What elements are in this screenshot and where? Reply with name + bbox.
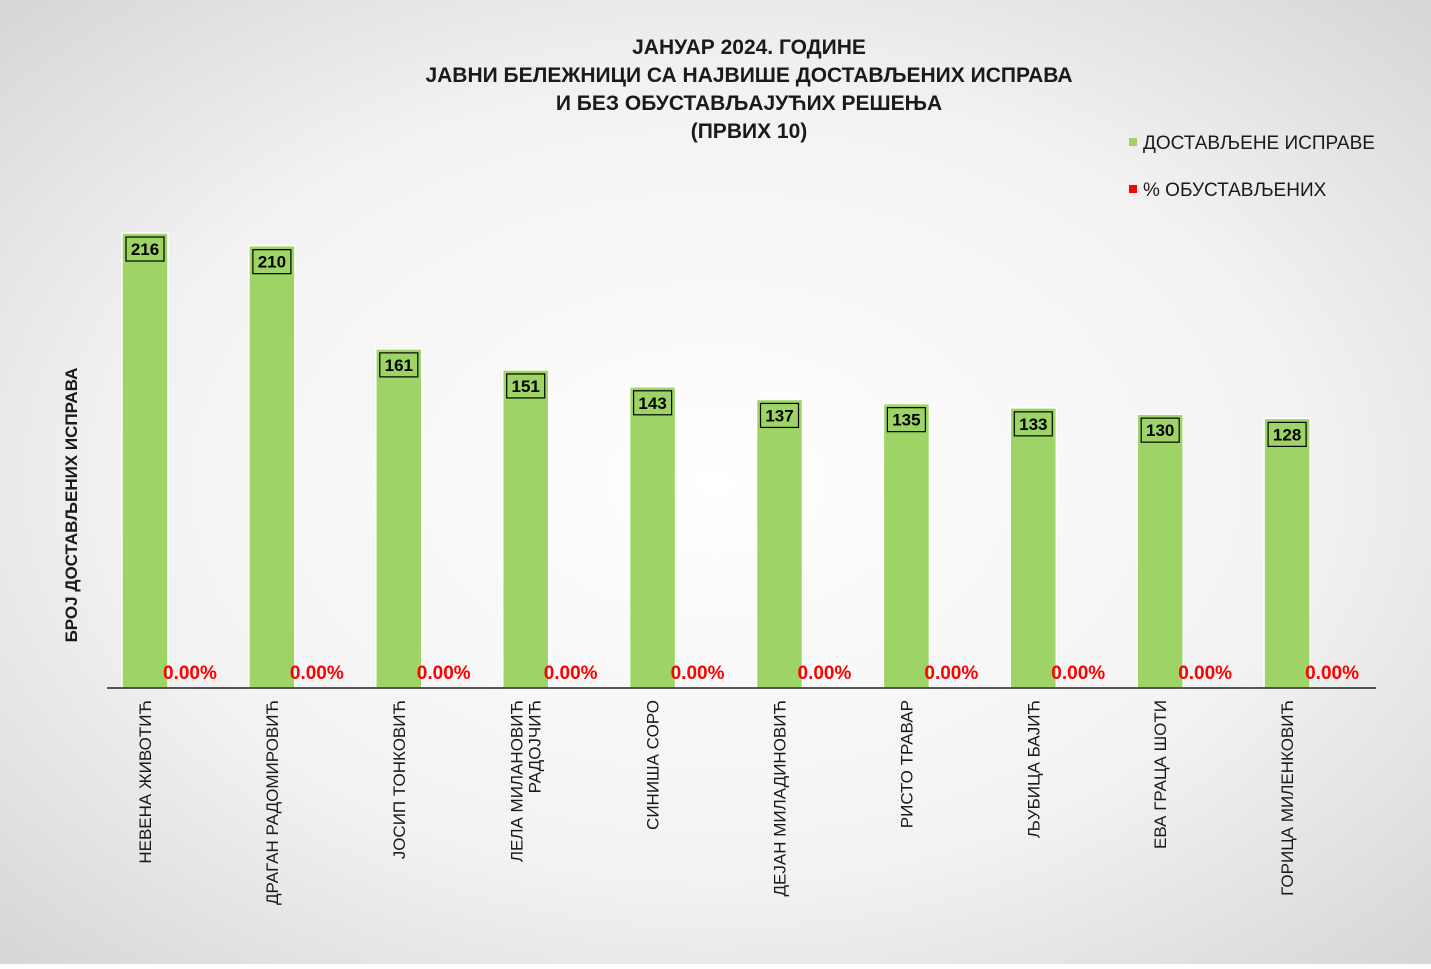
chart-title-line: ЈАНУАР 2024. ГОДИНЕ	[632, 36, 866, 59]
x-tick-label: СИНИША СОРО	[644, 700, 663, 830]
y-axis-label-group: БРОЈ ДОСТАВЉЕНИХ ИСПРАВА	[62, 368, 81, 643]
data-label: 133	[1019, 415, 1047, 434]
percent-label: 0.00%	[290, 663, 344, 684]
legend-label: % ОБУСТАВЉЕНИХ	[1143, 180, 1327, 201]
bar	[1136, 413, 1184, 689]
x-tick-label: ДЕЈАН МИЛАДИНОВИЋ	[771, 700, 790, 896]
bar	[628, 386, 677, 689]
chart-title-line: И БЕЗ ОБУСТАВЉАЈУЋИХ РЕШЕЊА	[556, 92, 942, 115]
percent-label: 0.00%	[417, 663, 471, 684]
legend-swatch	[1129, 138, 1137, 146]
x-tick-label: РАДОЈЧИЋ	[526, 700, 545, 793]
bar	[501, 369, 550, 689]
data-label-box	[1140, 417, 1180, 443]
x-tick-label: ЛЕЛА МИЛАНОВИЋ	[508, 700, 527, 862]
data-label-box	[379, 352, 419, 378]
x-tick-label: ДРАГАН РАДОМИРОВИЋ	[263, 700, 282, 905]
chart-title-line: ЈАВНИ БЕЛЕЖНИЦИ СА НАЈВИШЕ ДОСТАВЉЕНИХ И…	[425, 64, 1072, 87]
data-label-box	[632, 390, 673, 416]
data-label: 210	[258, 253, 286, 272]
x-tick-label: НЕВЕНА ЖИВОТИЋ	[136, 700, 155, 864]
percent-label: 0.00%	[671, 663, 725, 684]
data-label-box	[1013, 411, 1053, 437]
x-axis-tick-labels: НЕВЕНА ЖИВОТИЋ ДРАГАН РАДОМИРОВИЋ ЈОСИП ТО…	[136, 700, 1297, 905]
bar	[1263, 417, 1311, 689]
x-tick-label: ЕВА ГРАЦА ШОТИ	[1151, 700, 1170, 849]
data-label: 216	[131, 240, 159, 259]
chart-title-line: (ПРВИХ 10)	[691, 120, 808, 143]
data-label: 130	[1146, 421, 1174, 440]
percent-label: 0.00%	[544, 663, 598, 684]
percent-label: 0.00%	[1051, 663, 1105, 684]
data-label: 143	[638, 394, 666, 413]
data-label: 128	[1273, 425, 1301, 444]
percent-label: 0.00%	[1178, 663, 1232, 684]
data-label: 137	[765, 406, 793, 425]
bar	[755, 398, 804, 689]
legend-swatch	[1129, 185, 1137, 193]
data-label-box	[886, 407, 927, 433]
bar	[375, 348, 423, 689]
x-tick-label: РИСТО ТРАВАР	[897, 700, 916, 828]
x-tick-label: ГОРИЦА МИЛЕНКОВИЋ	[1278, 700, 1297, 896]
legend-label: ДОСТАВЉЕНЕ ИСПРАВЕ	[1143, 133, 1375, 154]
chart-title: ЈАНУАР 2024. ГОДИНЕ ЈАВНИ БЕЛЕЖНИЦИ СА НА…	[425, 36, 1072, 143]
percent-label: 0.00%	[163, 663, 217, 684]
data-label: 135	[892, 411, 920, 430]
data-label-box	[1267, 421, 1307, 447]
data-label-box	[125, 236, 165, 262]
bar	[882, 402, 931, 689]
data-label-box	[506, 373, 546, 399]
y-axis-label: БРОЈ ДОСТАВЉЕНИХ ИСПРАВА	[62, 368, 81, 643]
data-label-box	[252, 249, 292, 275]
bars: 216 0.00% 210 0.00% 161 0.00% 151 0.00% 143 0.00%…	[121, 232, 1359, 689]
legend: ДОСТАВЉЕНЕ ИСПРАВЕ % ОБУСТАВЉЕНИХ	[1129, 133, 1375, 201]
data-label: 161	[385, 356, 413, 375]
bar	[121, 232, 169, 689]
x-tick-label: ЉУБИЦА БАЈИЋ	[1024, 700, 1043, 838]
percent-label: 0.00%	[924, 663, 978, 684]
percent-label: 0.00%	[798, 663, 852, 684]
data-label-box	[759, 402, 800, 429]
percent-label: 0.00%	[1305, 663, 1359, 684]
x-tick-label: ЈОСИП ТОНКОВИЋ	[390, 700, 409, 859]
bar	[1009, 407, 1058, 689]
bar	[248, 244, 296, 689]
data-label: 151	[512, 377, 540, 396]
